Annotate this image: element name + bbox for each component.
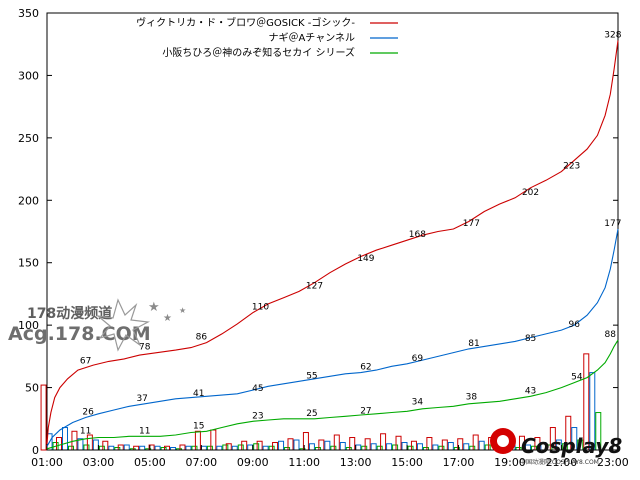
data-label: 45 — [252, 384, 263, 394]
data-label: 149 — [357, 254, 374, 264]
data-label: 223 — [563, 162, 580, 172]
x-tick-label: 13:00 — [340, 456, 372, 469]
y-tick-label: 0 — [32, 444, 39, 457]
x-tick-label: 05:00 — [134, 456, 166, 469]
data-label: 86 — [196, 333, 208, 343]
cosplay8-subtitle: 中国动漫网.COSPLAY8.COM — [520, 458, 599, 466]
data-label: 62 — [360, 363, 371, 373]
series-line — [46, 40, 619, 444]
data-label: 43 — [525, 386, 536, 396]
y-tick-label: 350 — [18, 7, 39, 20]
data-label: 177 — [604, 219, 621, 229]
watermark-cosplay8: Cosplay8 中国动漫网.COSPLAY8.COM — [490, 428, 622, 466]
series-line — [46, 339, 619, 450]
data-label: 110 — [252, 303, 269, 313]
data-label: 202 — [522, 188, 539, 198]
cosplay8-brand: Cosplay8 — [521, 434, 622, 458]
data-label: 54 — [571, 373, 583, 383]
x-tick-label: 23:00 — [597, 456, 629, 469]
hourly-bar — [40, 384, 47, 451]
series-line — [46, 228, 619, 447]
data-label: 81 — [468, 339, 479, 349]
legend-label: 小阪ちひろ＠神のみぞ知るセカイ シリーズ — [162, 46, 355, 59]
data-label: 23 — [252, 411, 263, 421]
data-label: 78 — [139, 343, 151, 353]
data-label: 27 — [360, 406, 371, 416]
y-tick-label: 200 — [18, 194, 39, 207]
star-icon: ★ — [148, 300, 160, 315]
y-tick-label: 100 — [18, 319, 39, 332]
x-tick-label: 01:00 — [31, 456, 63, 469]
data-label: 41 — [193, 389, 204, 399]
legend-label: ナギ＠Aチャンネル — [268, 32, 355, 44]
y-tick-label: 250 — [18, 132, 39, 145]
star-icon: ★ — [163, 313, 172, 324]
data-labels-layer: 67 78 86 110 127 149 168 177 202 223 328 26 37 41 45 55… — [80, 30, 622, 436]
legend: ヴィクトリカ・ド・ブロワ＠GOSICK -ゴシック- ナギ＠Aチャンネル小阪ちひろ… — [136, 16, 398, 59]
x-tick-label: 21:00 — [546, 456, 578, 469]
x-tick-label: 09:00 — [237, 456, 269, 469]
watermark-178-title: 178动漫频道 — [27, 305, 112, 322]
data-label: 96 — [569, 320, 581, 330]
y-tick-label: 50 — [25, 382, 39, 395]
data-label: 38 — [466, 393, 478, 403]
y-tick-label: 300 — [18, 69, 39, 82]
data-label: 11 — [80, 426, 91, 436]
y-tick-label: 150 — [18, 257, 39, 270]
data-label: 67 — [80, 356, 91, 366]
cosplay8-logo-inner-icon — [497, 435, 509, 447]
data-label: 25 — [306, 409, 317, 419]
data-label: 127 — [306, 281, 323, 291]
data-label: 11 — [139, 426, 150, 436]
data-label: 328 — [604, 30, 621, 40]
x-tick-label: 15:00 — [391, 456, 423, 469]
series-layer — [46, 40, 619, 450]
x-tick-label: 19:00 — [494, 456, 526, 469]
watermark-178-url: Acg.178.COM — [8, 323, 151, 345]
legend-label: ヴィクトリカ・ド・ブロワ＠GOSICK -ゴシック- — [136, 16, 355, 29]
data-label: 15 — [193, 421, 204, 431]
data-label: 37 — [136, 394, 147, 404]
data-label: 26 — [82, 408, 94, 418]
watermark-178: 178动漫频道 Acg.178.COM ★ ★ ★ — [8, 298, 186, 352]
data-label: 69 — [412, 354, 424, 364]
data-label: 88 — [605, 330, 617, 340]
data-label: 168 — [409, 230, 426, 240]
splash-icon — [96, 298, 150, 352]
x-tick-label: 17:00 — [443, 456, 475, 469]
x-tick-label: 07:00 — [185, 456, 217, 469]
data-label: 55 — [306, 371, 317, 381]
axes-layer: 0 50 100 150 200 250 300 350 01:00 03:00 05:00 07:0… — [18, 7, 629, 469]
data-label: 177 — [463, 219, 480, 229]
data-label: 85 — [525, 334, 536, 344]
star-icon: ★ — [179, 306, 186, 315]
x-tick-label: 03:00 — [83, 456, 115, 469]
x-tick-label: 11:00 — [288, 456, 320, 469]
data-label: 34 — [412, 398, 424, 408]
